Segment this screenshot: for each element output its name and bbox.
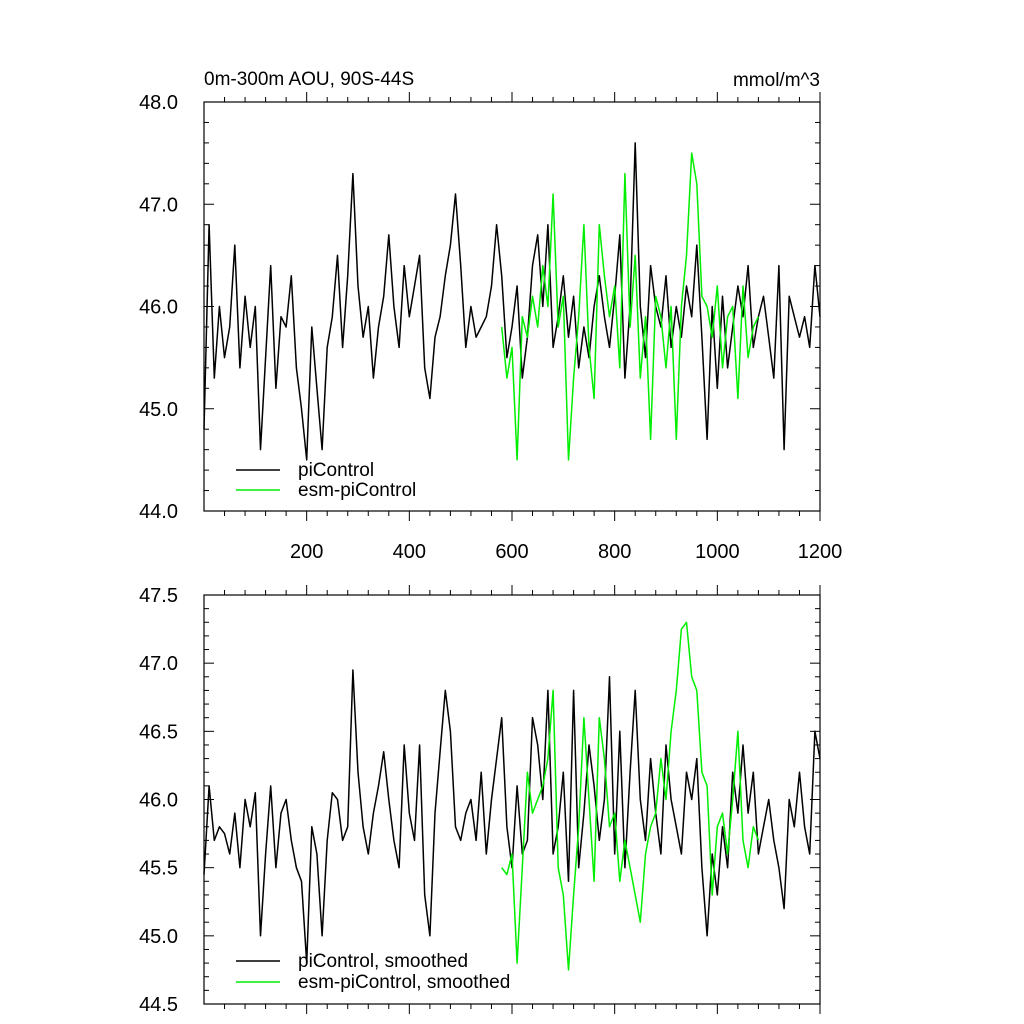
x-axis: 200 400 600 800 1000 1200 [224,92,843,563]
legend-label-picontrol-smoothed: piControl, smoothed [298,951,468,972]
x-axis [224,585,821,1014]
units-label: mmol/m^3 [733,70,820,91]
y-axis: 44.0 45.0 46.0 47.0 48.0 [139,92,820,523]
y-tick-label: 46.0 [139,790,178,812]
y-tick-label: 44.0 [139,501,178,523]
legend: piControl esm-piControl [236,460,416,501]
y-tick-label: 44.5 [139,994,178,1016]
legend: piControl, smoothed esm-piControl, smoot… [236,951,510,993]
series-line-picontrol [203,142,821,461]
y-tick-label: 46.5 [139,721,178,743]
series-line-esm-picontrol-smoothed [501,621,760,971]
y-axis: 44.5 45.0 45.5 46.0 46.5 47.0 47.5 [139,585,820,1016]
y-tick-label: 48.0 [139,92,178,114]
legend-label-picontrol: piControl [298,460,374,481]
series-line-picontrol-smoothed [203,669,821,964]
series-line-esm-picontrol [500,152,760,461]
plot-frame [203,594,821,1005]
y-tick-label: 45.0 [139,399,178,421]
x-tick-label: 1200 [798,541,843,563]
bottom-panel: 44.5 45.0 45.5 46.0 46.5 47.0 47.5 piControl, … [139,585,821,1016]
y-tick-label: 45.0 [139,926,178,948]
legend-label-esm-picontrol: esm-piControl [298,480,416,501]
x-tick-label: 1000 [695,541,740,563]
x-tick-label: 200 [290,541,323,563]
y-tick-label: 47.0 [139,194,178,216]
plot-frame [203,101,821,512]
y-tick-label: 45.5 [139,858,178,880]
legend-label-esm-picontrol-smoothed: esm-piControl, smoothed [298,972,510,993]
series-group [203,142,821,461]
x-tick-label: 600 [495,541,528,563]
y-tick-label: 46.0 [139,297,178,319]
chart-title: 0m-300m AOU, 90S-44S [204,69,414,90]
x-tick-label: 400 [393,541,426,563]
y-tick-label: 47.5 [139,585,178,607]
y-tick-label: 47.0 [139,653,178,675]
series-group [203,621,821,971]
top-panel: 0m-300m AOU, 90S-44S mmol/m^3 44.0 45.0 46… [139,69,842,563]
x-tick-label: 800 [598,541,631,563]
